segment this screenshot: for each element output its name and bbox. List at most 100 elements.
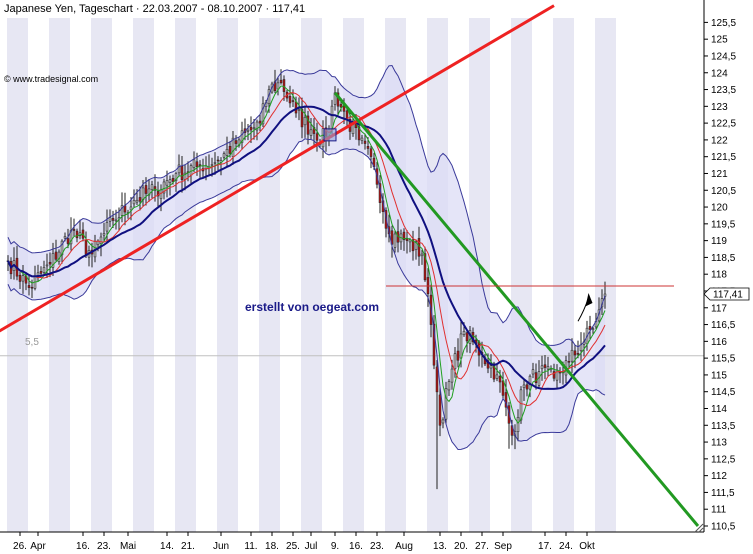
- x-tick-label: 24.: [559, 541, 573, 552]
- ma-fast-line: [7, 85, 606, 424]
- candle-body: [453, 353, 457, 369]
- x-tick-label: 27.: [475, 541, 489, 552]
- y-tick-label: 121,5: [711, 152, 736, 163]
- y-tick-label: 111,5: [711, 488, 735, 499]
- watermark-text: erstellt von oegeat.com: [245, 300, 379, 314]
- trend-lines: [0, 4, 700, 527]
- candle: [216, 156, 220, 171]
- candle: [540, 355, 544, 381]
- x-tick-label: 13.: [433, 541, 447, 552]
- candle-body: [522, 384, 526, 388]
- level-marker-label: 5,5: [25, 337, 39, 348]
- candle-body: [459, 333, 463, 359]
- candle-body: [129, 206, 133, 211]
- candle: [177, 154, 181, 177]
- x-tick-label: 26.: [13, 541, 27, 552]
- candle-body: [294, 101, 298, 114]
- candle-body: [231, 137, 235, 157]
- candle-body: [150, 184, 154, 190]
- x-tick-label: 23.: [97, 541, 111, 552]
- candle-body: [519, 389, 523, 421]
- candle-body: [297, 109, 301, 111]
- week-stripe: [175, 18, 196, 532]
- y-tick-label: 121: [711, 169, 728, 180]
- candle: [423, 246, 427, 282]
- candle: [552, 363, 556, 382]
- candle: [489, 354, 493, 379]
- candle-body: [234, 140, 238, 144]
- candle-body: [291, 100, 295, 102]
- x-tick-label: Jul: [305, 541, 318, 552]
- y-tick-label: 116: [711, 337, 727, 348]
- x-tick-label: 21.: [181, 541, 195, 552]
- bollinger-lower-line: [7, 138, 606, 451]
- candle-body: [501, 380, 505, 396]
- candle-body: [420, 253, 424, 257]
- candle: [255, 119, 259, 141]
- candle-body: [450, 368, 454, 383]
- candle-body: [120, 205, 124, 216]
- y-tick-label: 122,5: [711, 119, 736, 130]
- candle: [258, 114, 262, 132]
- indicator-lines: [7, 64, 606, 451]
- candle-body: [195, 161, 199, 168]
- candle: [222, 151, 226, 160]
- candle-body: [315, 133, 319, 141]
- y-tick-label: 123,5: [711, 85, 736, 96]
- candle-body: [306, 115, 310, 135]
- y-tick-label: 118,5: [711, 253, 736, 264]
- candle-body: [255, 121, 259, 131]
- candle-body: [75, 230, 79, 239]
- candle-body: [570, 349, 574, 362]
- candle: [369, 145, 373, 169]
- candle-body: [447, 381, 451, 391]
- candle-body: [123, 205, 127, 213]
- candle: [411, 230, 415, 261]
- candle-body: [72, 229, 76, 231]
- candle: [138, 186, 142, 211]
- candle: [306, 110, 310, 145]
- candle: [240, 121, 244, 150]
- week-stripe: [511, 18, 532, 532]
- candle: [276, 77, 280, 96]
- candle-body: [495, 374, 499, 379]
- resize-grip-icon: [694, 523, 704, 533]
- candle-body: [174, 173, 178, 181]
- candle-body: [444, 388, 448, 420]
- candle-body: [252, 127, 256, 130]
- candle-body: [540, 365, 544, 370]
- candle-body: [114, 219, 118, 222]
- candle-body: [105, 222, 109, 232]
- candle-body: [216, 159, 220, 162]
- candle-body: [423, 253, 427, 281]
- candle: [567, 352, 571, 368]
- candle-body: [108, 217, 112, 222]
- week-stripe: [133, 18, 154, 532]
- candle: [534, 363, 538, 390]
- candle-body: [249, 126, 253, 131]
- candle-body: [339, 104, 343, 108]
- candle-body: [546, 366, 550, 370]
- candle-body: [18, 274, 22, 282]
- candle-body: [408, 239, 412, 243]
- candle: [249, 116, 253, 143]
- downtrend-line: [333, 91, 700, 527]
- candle: [279, 69, 283, 85]
- y-tick-label: 125: [711, 35, 728, 46]
- candle-body: [465, 332, 469, 342]
- candle-body: [300, 109, 304, 128]
- candle: [453, 346, 457, 378]
- candle-body: [417, 238, 421, 257]
- candle-body: [462, 331, 466, 335]
- candle-body: [213, 162, 217, 164]
- candle-body: [489, 365, 493, 369]
- candle-body: [39, 271, 43, 274]
- candle-body: [576, 353, 580, 355]
- candle-body: [222, 153, 226, 158]
- week-stripe: [217, 18, 238, 532]
- x-tick-label: Aug: [395, 541, 413, 552]
- candle: [591, 326, 595, 334]
- y-tick-label: 112,5: [711, 454, 736, 465]
- candle-body: [63, 236, 67, 239]
